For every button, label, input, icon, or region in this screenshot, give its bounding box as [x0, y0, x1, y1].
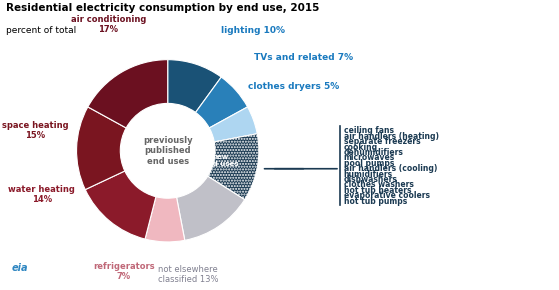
Text: pool pumps: pool pumps	[344, 159, 394, 168]
Text: previously
published
end uses: previously published end uses	[143, 136, 192, 166]
Text: ceiling fans: ceiling fans	[344, 126, 394, 135]
Wedge shape	[85, 171, 156, 239]
Text: humidifiers: humidifiers	[344, 170, 393, 179]
Text: new
end uses: new end uses	[203, 154, 239, 167]
Text: lighting 10%: lighting 10%	[221, 26, 285, 35]
Text: cooking: cooking	[344, 143, 378, 152]
Text: dishwashers: dishwashers	[344, 175, 397, 184]
Text: not elsewhere
classified 13%: not elsewhere classified 13%	[158, 265, 218, 284]
Text: separate freezers: separate freezers	[344, 137, 420, 146]
Text: refrigerators
7%: refrigerators 7%	[93, 262, 155, 281]
Wedge shape	[208, 134, 259, 200]
Text: percent of total: percent of total	[6, 26, 76, 35]
Wedge shape	[196, 77, 248, 128]
Text: air handlers (cooling): air handlers (cooling)	[344, 164, 437, 173]
Text: water heating
14%: water heating 14%	[8, 185, 75, 204]
Wedge shape	[77, 107, 126, 190]
Wedge shape	[145, 197, 185, 242]
Text: dehumidifiers: dehumidifiers	[344, 148, 404, 157]
Text: clothes dryers 5%: clothes dryers 5%	[248, 82, 339, 92]
Text: evaporative coolers: evaporative coolers	[344, 191, 430, 200]
Wedge shape	[88, 60, 168, 128]
Wedge shape	[177, 176, 245, 240]
Text: microwaves: microwaves	[344, 153, 395, 162]
Text: eia: eia	[11, 263, 28, 273]
Text: TVs and related 7%: TVs and related 7%	[254, 53, 353, 62]
Text: space heating
15%: space heating 15%	[2, 121, 69, 140]
Text: hot tub heaters: hot tub heaters	[344, 186, 411, 195]
Text: air conditioning
17%: air conditioning 17%	[71, 15, 146, 34]
Text: air handlers (heating): air handlers (heating)	[344, 132, 439, 141]
Text: clothes washers: clothes washers	[344, 180, 414, 189]
Text: hot tub pumps: hot tub pumps	[344, 197, 407, 206]
Wedge shape	[209, 107, 257, 142]
Text: Residential electricity consumption by end use, 2015: Residential electricity consumption by e…	[6, 3, 319, 13]
Wedge shape	[168, 60, 221, 113]
